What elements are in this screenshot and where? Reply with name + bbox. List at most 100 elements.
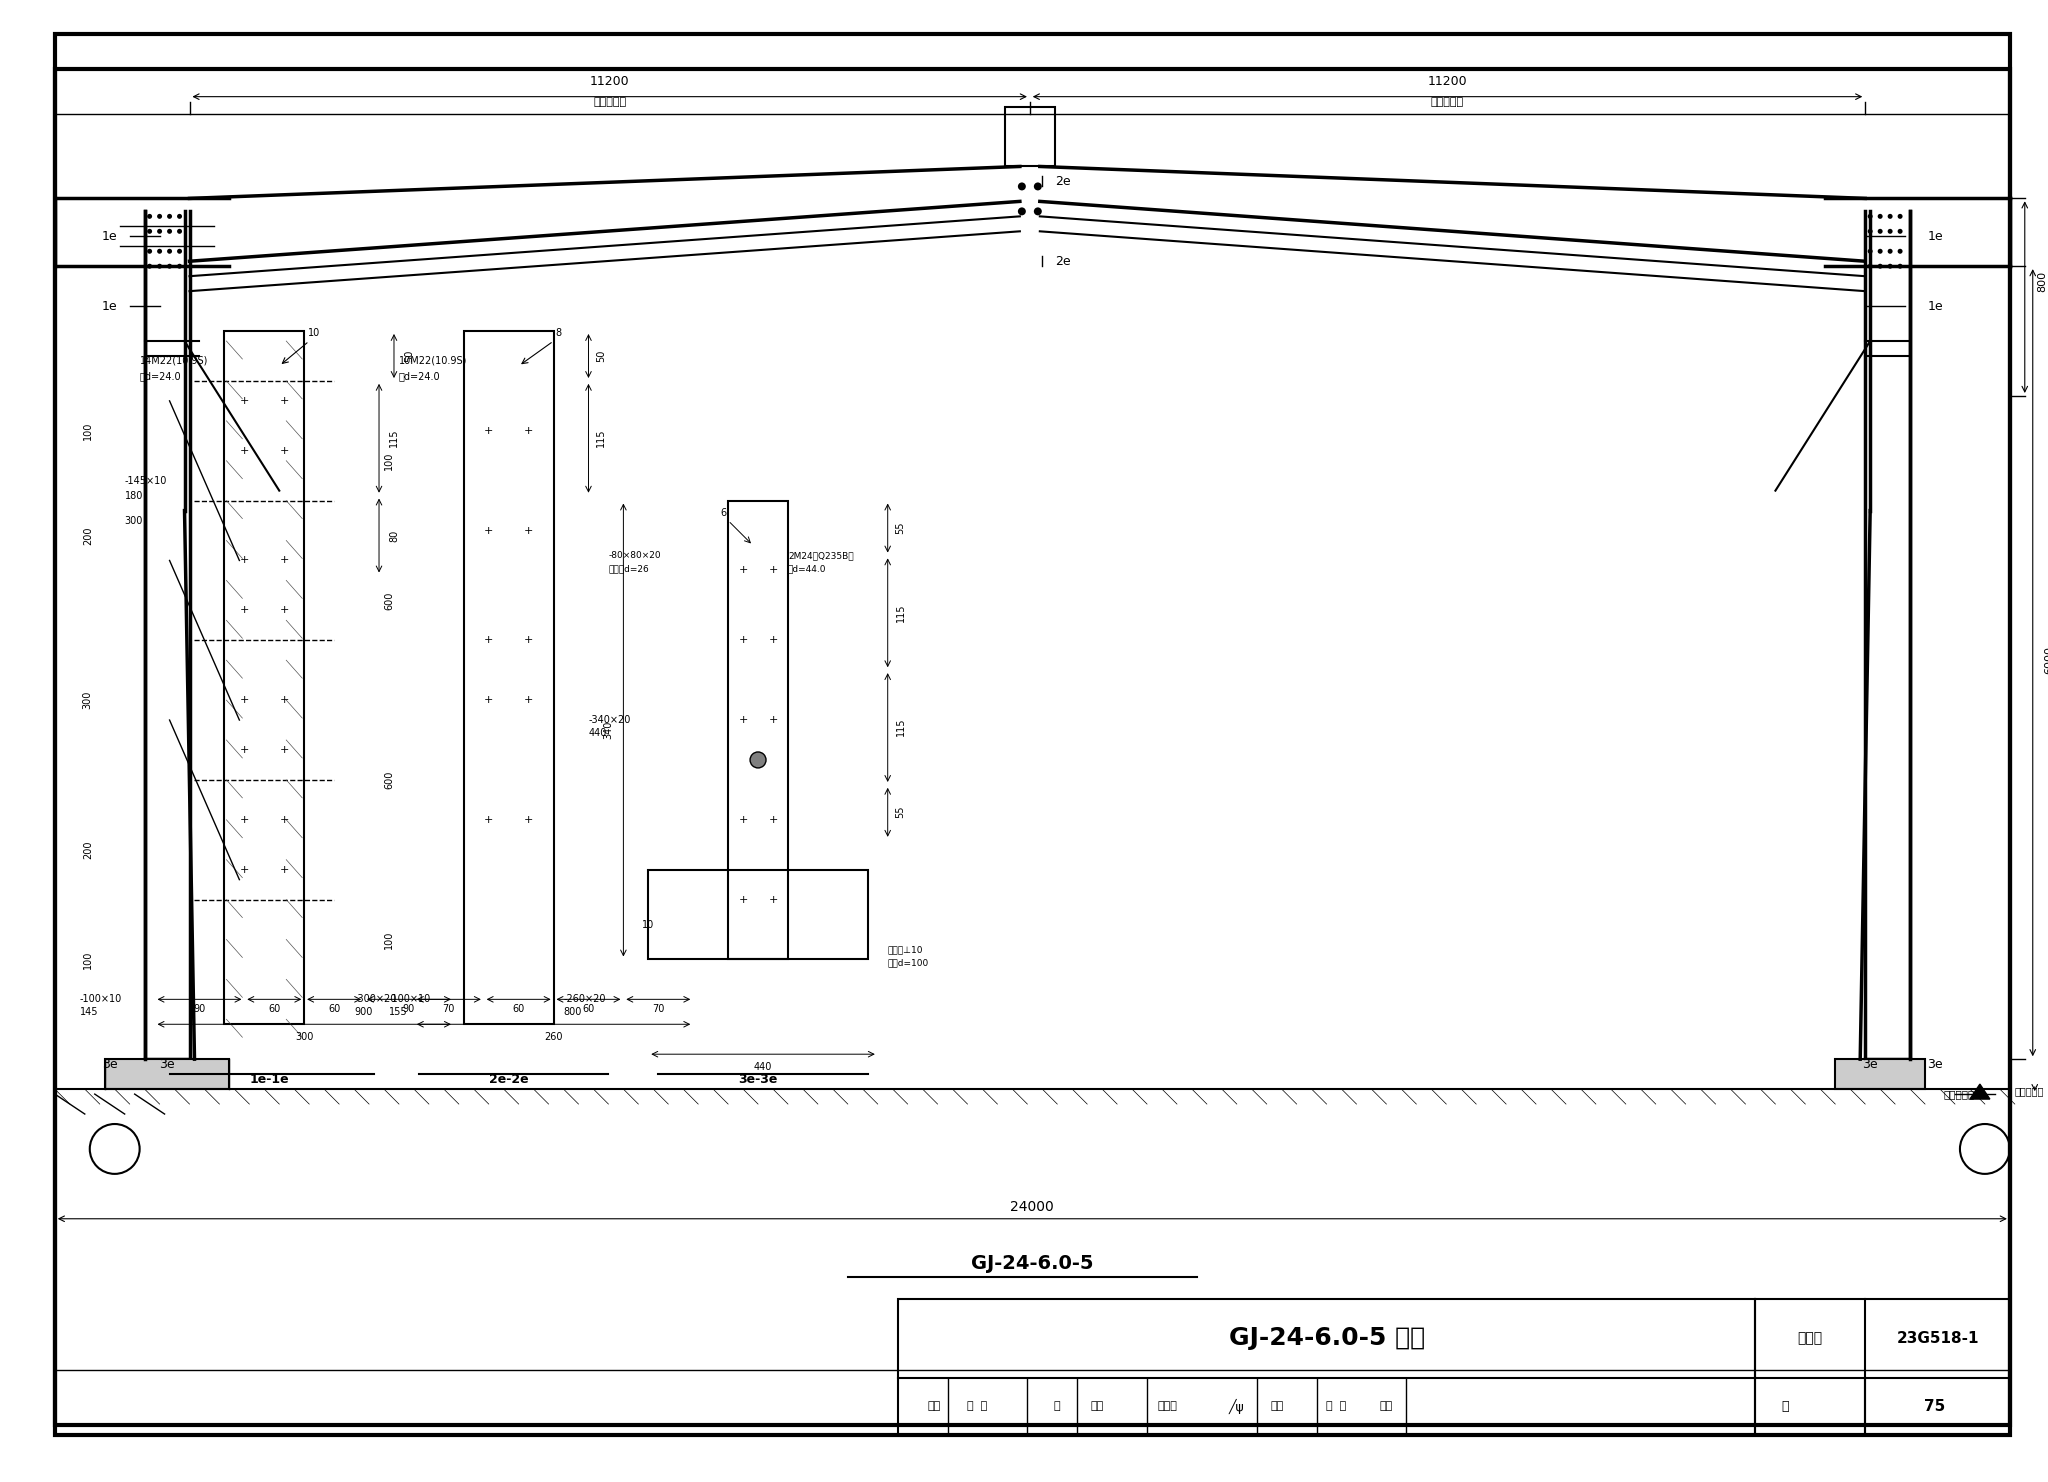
Text: +: + — [240, 745, 250, 754]
Circle shape — [168, 249, 172, 253]
Circle shape — [158, 249, 162, 253]
Text: 6000: 6000 — [2044, 646, 2048, 674]
Circle shape — [1898, 228, 1903, 234]
Circle shape — [1868, 264, 1872, 268]
Text: 55: 55 — [895, 522, 905, 534]
Circle shape — [1898, 264, 1903, 268]
Text: 70: 70 — [651, 1005, 664, 1014]
Text: GJ-24-6.0-5 详图: GJ-24-6.0-5 详图 — [1229, 1326, 1425, 1350]
Circle shape — [176, 249, 182, 253]
Text: 50: 50 — [596, 350, 606, 362]
Text: 田永胜: 田永胜 — [1157, 1402, 1178, 1411]
Text: 孔d=24.0: 孔d=24.0 — [139, 370, 182, 381]
Text: 基础顶标高: 基础顶标高 — [1944, 1089, 1974, 1100]
Circle shape — [158, 228, 162, 234]
Circle shape — [1868, 213, 1872, 219]
Text: 3e-3e: 3e-3e — [739, 1073, 778, 1086]
Text: 600: 600 — [383, 591, 393, 609]
Text: 3e: 3e — [160, 1058, 174, 1070]
Text: 刘  威: 刘 威 — [967, 1402, 987, 1411]
Text: 彭  浩: 彭 浩 — [1327, 1402, 1348, 1411]
Circle shape — [1888, 228, 1892, 234]
Text: +: + — [739, 566, 748, 575]
Circle shape — [1888, 249, 1892, 253]
Circle shape — [1018, 182, 1026, 190]
Text: 审核: 审核 — [928, 1402, 940, 1411]
Text: 2e-2e: 2e-2e — [489, 1073, 528, 1086]
Text: （第一段）: （第一段） — [594, 96, 627, 107]
Text: 11200: 11200 — [590, 76, 629, 89]
Text: 300: 300 — [82, 691, 92, 710]
Text: 340: 340 — [604, 720, 614, 740]
Text: 200: 200 — [82, 840, 92, 860]
Text: +: + — [281, 396, 289, 406]
Circle shape — [147, 264, 152, 268]
Text: +: + — [768, 714, 778, 725]
Text: 75: 75 — [1925, 1399, 1946, 1414]
Text: 90: 90 — [403, 1005, 416, 1014]
Text: -100×10: -100×10 — [80, 994, 123, 1005]
Text: 基础顶标高: 基础顶标高 — [2015, 1086, 2044, 1097]
Text: -300×20: -300×20 — [354, 994, 397, 1005]
Circle shape — [147, 249, 152, 253]
Text: 3e: 3e — [1862, 1058, 1878, 1070]
Text: +: + — [483, 636, 494, 645]
Bar — [463, 330, 553, 1024]
Circle shape — [1878, 213, 1882, 219]
Circle shape — [147, 228, 152, 234]
Text: +: + — [768, 636, 778, 645]
Text: +: + — [483, 526, 494, 535]
Text: 2e: 2e — [1055, 255, 1071, 268]
Text: +: + — [281, 446, 289, 456]
Text: +: + — [281, 556, 289, 566]
Text: 50: 50 — [403, 350, 414, 362]
Text: 6: 6 — [721, 508, 727, 517]
Circle shape — [1878, 264, 1882, 268]
Text: （第一段）: （第一段） — [1432, 96, 1464, 107]
Text: 1e: 1e — [1927, 299, 1944, 313]
Text: 100: 100 — [383, 452, 393, 470]
Text: 115: 115 — [389, 428, 399, 448]
Text: +: + — [240, 605, 250, 615]
Circle shape — [1034, 182, 1042, 190]
Text: 孔d=44.0: 孔d=44.0 — [788, 565, 827, 574]
Circle shape — [176, 228, 182, 234]
Bar — [225, 330, 305, 1024]
Text: 440: 440 — [754, 1063, 772, 1071]
Circle shape — [1898, 213, 1903, 219]
Text: 2e: 2e — [1055, 175, 1071, 188]
Text: +: + — [240, 815, 250, 825]
Text: 155: 155 — [389, 1008, 408, 1017]
Circle shape — [168, 264, 172, 268]
Text: +: + — [281, 605, 289, 615]
Bar — [1835, 1060, 1925, 1089]
Circle shape — [1878, 228, 1882, 234]
Text: 100: 100 — [82, 421, 92, 440]
Circle shape — [176, 213, 182, 219]
Text: +: + — [768, 895, 778, 904]
Text: +: + — [240, 695, 250, 705]
Text: ╱ψ: ╱ψ — [1229, 1399, 1245, 1414]
Circle shape — [1898, 249, 1903, 253]
Text: -260×20: -260×20 — [563, 994, 606, 1005]
Text: 垫板孔d=26: 垫板孔d=26 — [608, 565, 649, 574]
Text: 145: 145 — [80, 1008, 98, 1017]
Text: +: + — [739, 714, 748, 725]
Text: 1e: 1e — [102, 299, 117, 313]
Circle shape — [168, 228, 172, 234]
Text: 设计: 设计 — [1270, 1402, 1284, 1411]
Text: 600: 600 — [383, 771, 393, 788]
Text: +: + — [739, 895, 748, 904]
Text: 1e-1e: 1e-1e — [250, 1073, 289, 1086]
Text: -80×80×20: -80×80×20 — [608, 551, 662, 560]
Text: 800: 800 — [2038, 271, 2048, 292]
Circle shape — [158, 213, 162, 219]
Text: 14M22(10.9S): 14M22(10.9S) — [139, 356, 209, 366]
Text: +: + — [240, 396, 250, 406]
Text: 23G518-1: 23G518-1 — [1896, 1331, 1978, 1346]
Text: -145×10: -145×10 — [125, 476, 168, 486]
Text: 115: 115 — [895, 717, 905, 737]
Circle shape — [1018, 207, 1026, 215]
Circle shape — [750, 751, 766, 768]
Text: 55: 55 — [895, 806, 905, 818]
